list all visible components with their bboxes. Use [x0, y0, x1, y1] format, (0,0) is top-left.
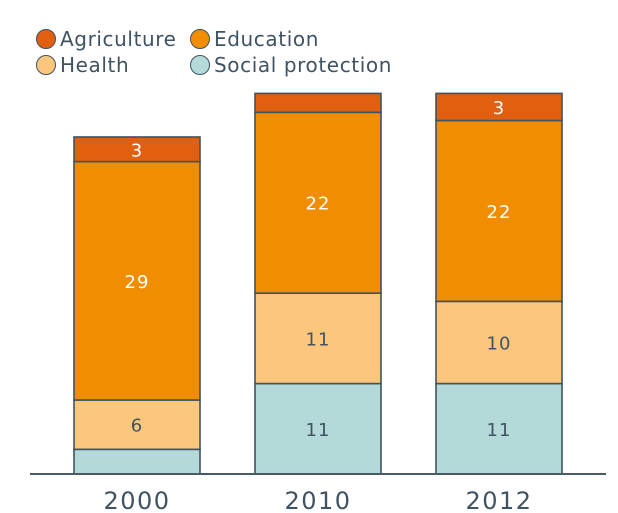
data-label-social-protection-2012: 11	[487, 420, 512, 441]
data-label-education-2000: 29	[125, 272, 150, 293]
x-tick-label-2000: 2000	[103, 487, 170, 513]
bar-segment-agriculture-2010	[254, 92, 382, 114]
data-label-agriculture-2000: 3	[131, 140, 143, 161]
legend-item-social-protection: Social protection	[190, 52, 392, 78]
bar-segment-health-2000	[73, 399, 201, 451]
data-label-health-2000: 6	[131, 416, 143, 437]
bar-segment-agriculture-2000	[73, 136, 201, 163]
legend-label-health: Health	[60, 53, 130, 77]
x-tick-label-2012: 2012	[465, 487, 532, 513]
legend-swatch-agriculture	[36, 29, 56, 49]
legend-label-education: Education	[214, 27, 319, 51]
legend-label-social-protection: Social protection	[214, 53, 393, 77]
legend-swatch-social-protection	[190, 55, 210, 75]
bar-segment-agriculture-2012	[435, 92, 563, 122]
bar-segment-education-2012	[435, 119, 563, 303]
legend-swatch-health	[36, 55, 56, 75]
legend-item-health: Health	[36, 52, 129, 78]
bar-segment-health-2012	[435, 300, 563, 385]
data-label-education-2010: 22	[306, 194, 331, 215]
data-label-social-protection-2010: 11	[306, 420, 331, 441]
data-label-health-2012: 10	[487, 333, 512, 354]
data-label-agriculture-2012: 3	[493, 98, 505, 119]
data-label-health-2010: 11	[306, 329, 331, 350]
x-tick-label-2010: 2010	[284, 487, 351, 513]
legend-item-education: Education	[190, 26, 319, 52]
data-label-education-2012: 22	[487, 202, 512, 223]
legend-swatch-education	[190, 29, 210, 49]
bar-segment-social-protection-2012	[435, 382, 563, 475]
bar-segment-education-2010	[254, 111, 382, 294]
bar-segment-education-2000	[73, 160, 201, 401]
chart-legend: Agriculture Education Health Social prot…	[36, 26, 456, 80]
legend-label-agriculture: Agriculture	[60, 27, 177, 51]
bar-segment-health-2010	[254, 292, 382, 385]
bar-segment-social-protection-2000	[73, 448, 201, 475]
legend-item-agriculture: Agriculture	[36, 26, 177, 52]
